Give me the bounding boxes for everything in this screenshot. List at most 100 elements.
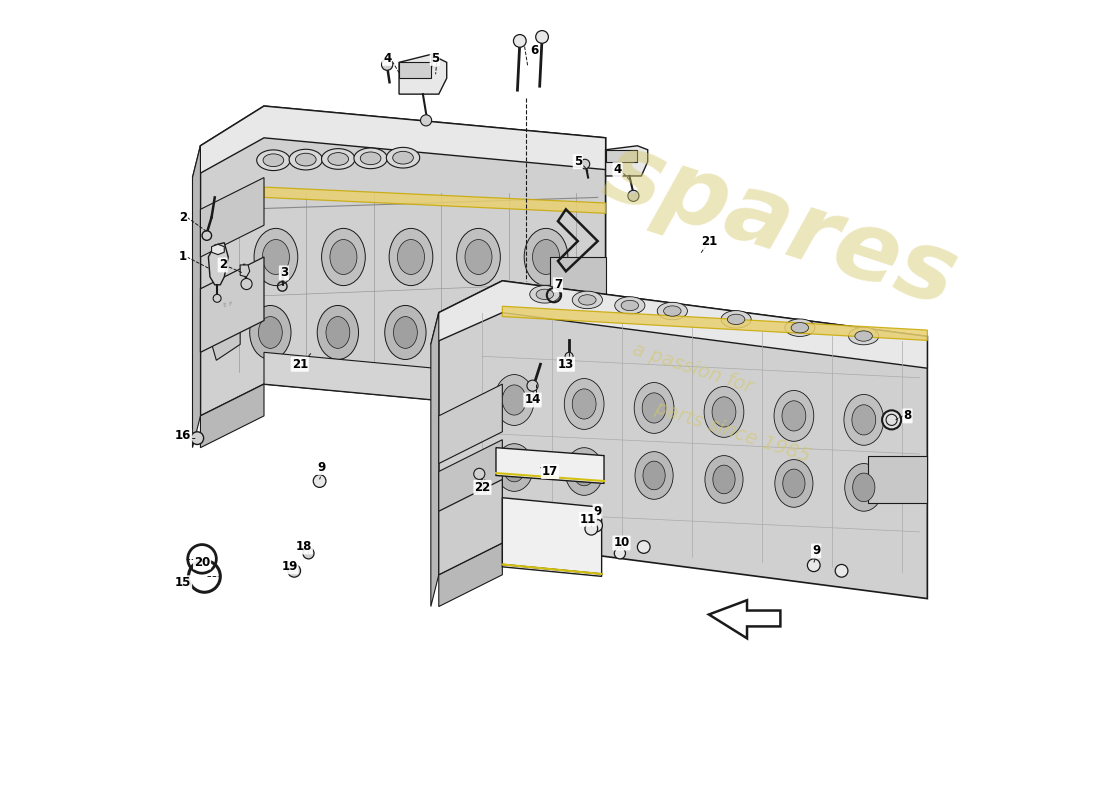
Ellipse shape	[503, 454, 526, 482]
Polygon shape	[200, 178, 264, 257]
Ellipse shape	[705, 456, 744, 503]
Ellipse shape	[394, 317, 417, 348]
Text: 15: 15	[175, 576, 191, 590]
Polygon shape	[550, 313, 606, 368]
Ellipse shape	[321, 149, 355, 170]
Polygon shape	[606, 150, 637, 162]
Polygon shape	[200, 106, 606, 416]
Ellipse shape	[573, 457, 595, 486]
Circle shape	[614, 548, 626, 559]
Ellipse shape	[354, 148, 387, 169]
Ellipse shape	[536, 289, 553, 299]
Text: a passion for: a passion for	[630, 340, 756, 397]
Ellipse shape	[465, 239, 492, 274]
Text: 13: 13	[558, 358, 574, 370]
Ellipse shape	[250, 306, 292, 359]
Text: 6: 6	[530, 44, 538, 57]
Ellipse shape	[330, 239, 356, 274]
Polygon shape	[200, 257, 264, 352]
Circle shape	[302, 548, 315, 559]
Circle shape	[590, 519, 603, 532]
Ellipse shape	[712, 397, 736, 427]
Polygon shape	[550, 257, 606, 305]
Ellipse shape	[389, 228, 432, 286]
Text: 2: 2	[179, 210, 187, 224]
Polygon shape	[496, 448, 604, 483]
Ellipse shape	[386, 147, 420, 168]
Ellipse shape	[385, 306, 426, 359]
Circle shape	[807, 559, 821, 571]
Ellipse shape	[393, 151, 414, 164]
Text: 2: 2	[219, 258, 227, 271]
Ellipse shape	[852, 473, 874, 502]
Circle shape	[565, 352, 573, 360]
Ellipse shape	[452, 306, 494, 359]
Text: 9: 9	[812, 545, 821, 558]
Text: 4: 4	[614, 163, 622, 176]
Ellipse shape	[658, 302, 688, 320]
Text: 16: 16	[175, 430, 191, 442]
Ellipse shape	[621, 300, 639, 310]
Text: 22: 22	[474, 481, 491, 494]
Ellipse shape	[494, 374, 535, 426]
Ellipse shape	[530, 286, 560, 303]
Ellipse shape	[525, 228, 568, 286]
Ellipse shape	[495, 444, 534, 491]
Ellipse shape	[564, 378, 604, 430]
Ellipse shape	[791, 322, 808, 333]
Ellipse shape	[572, 389, 596, 419]
Ellipse shape	[615, 297, 645, 314]
Ellipse shape	[258, 317, 283, 348]
Polygon shape	[439, 281, 927, 598]
Text: 5: 5	[574, 155, 582, 168]
Polygon shape	[200, 384, 264, 448]
Polygon shape	[192, 106, 606, 178]
Polygon shape	[399, 54, 447, 94]
Ellipse shape	[635, 452, 673, 499]
Ellipse shape	[317, 306, 359, 359]
Polygon shape	[503, 498, 602, 576]
Ellipse shape	[844, 394, 883, 446]
Circle shape	[191, 432, 204, 445]
Text: 20: 20	[194, 555, 210, 569]
Text: 3: 3	[279, 266, 288, 279]
Text: 18: 18	[296, 541, 312, 554]
Text: 9: 9	[317, 461, 326, 474]
Ellipse shape	[529, 317, 552, 348]
Ellipse shape	[328, 153, 349, 166]
Ellipse shape	[532, 239, 560, 274]
Circle shape	[637, 541, 650, 554]
Polygon shape	[439, 543, 503, 606]
Polygon shape	[431, 313, 439, 606]
Ellipse shape	[572, 291, 603, 309]
Ellipse shape	[704, 386, 744, 438]
Text: 4: 4	[383, 52, 392, 65]
Ellipse shape	[774, 459, 813, 507]
Polygon shape	[868, 456, 927, 503]
Text: parts since 1985: parts since 1985	[652, 398, 813, 466]
Circle shape	[835, 565, 848, 577]
Circle shape	[628, 190, 639, 202]
Circle shape	[527, 380, 538, 391]
Text: 21: 21	[701, 234, 717, 248]
Circle shape	[514, 34, 526, 47]
Ellipse shape	[782, 401, 806, 431]
Ellipse shape	[774, 390, 814, 442]
Polygon shape	[439, 479, 503, 574]
Text: 5: 5	[431, 52, 439, 65]
Ellipse shape	[727, 314, 745, 325]
Ellipse shape	[289, 150, 322, 170]
Ellipse shape	[263, 239, 289, 274]
Text: 1: 1	[179, 250, 187, 263]
Circle shape	[288, 565, 300, 577]
Polygon shape	[264, 352, 606, 416]
Text: 7: 7	[554, 278, 562, 291]
Ellipse shape	[642, 393, 666, 423]
Ellipse shape	[520, 306, 561, 359]
Ellipse shape	[397, 239, 425, 274]
Text: 14: 14	[525, 394, 541, 406]
Text: 11: 11	[580, 513, 596, 526]
Circle shape	[241, 278, 252, 290]
Circle shape	[314, 474, 326, 487]
Polygon shape	[211, 244, 224, 254]
